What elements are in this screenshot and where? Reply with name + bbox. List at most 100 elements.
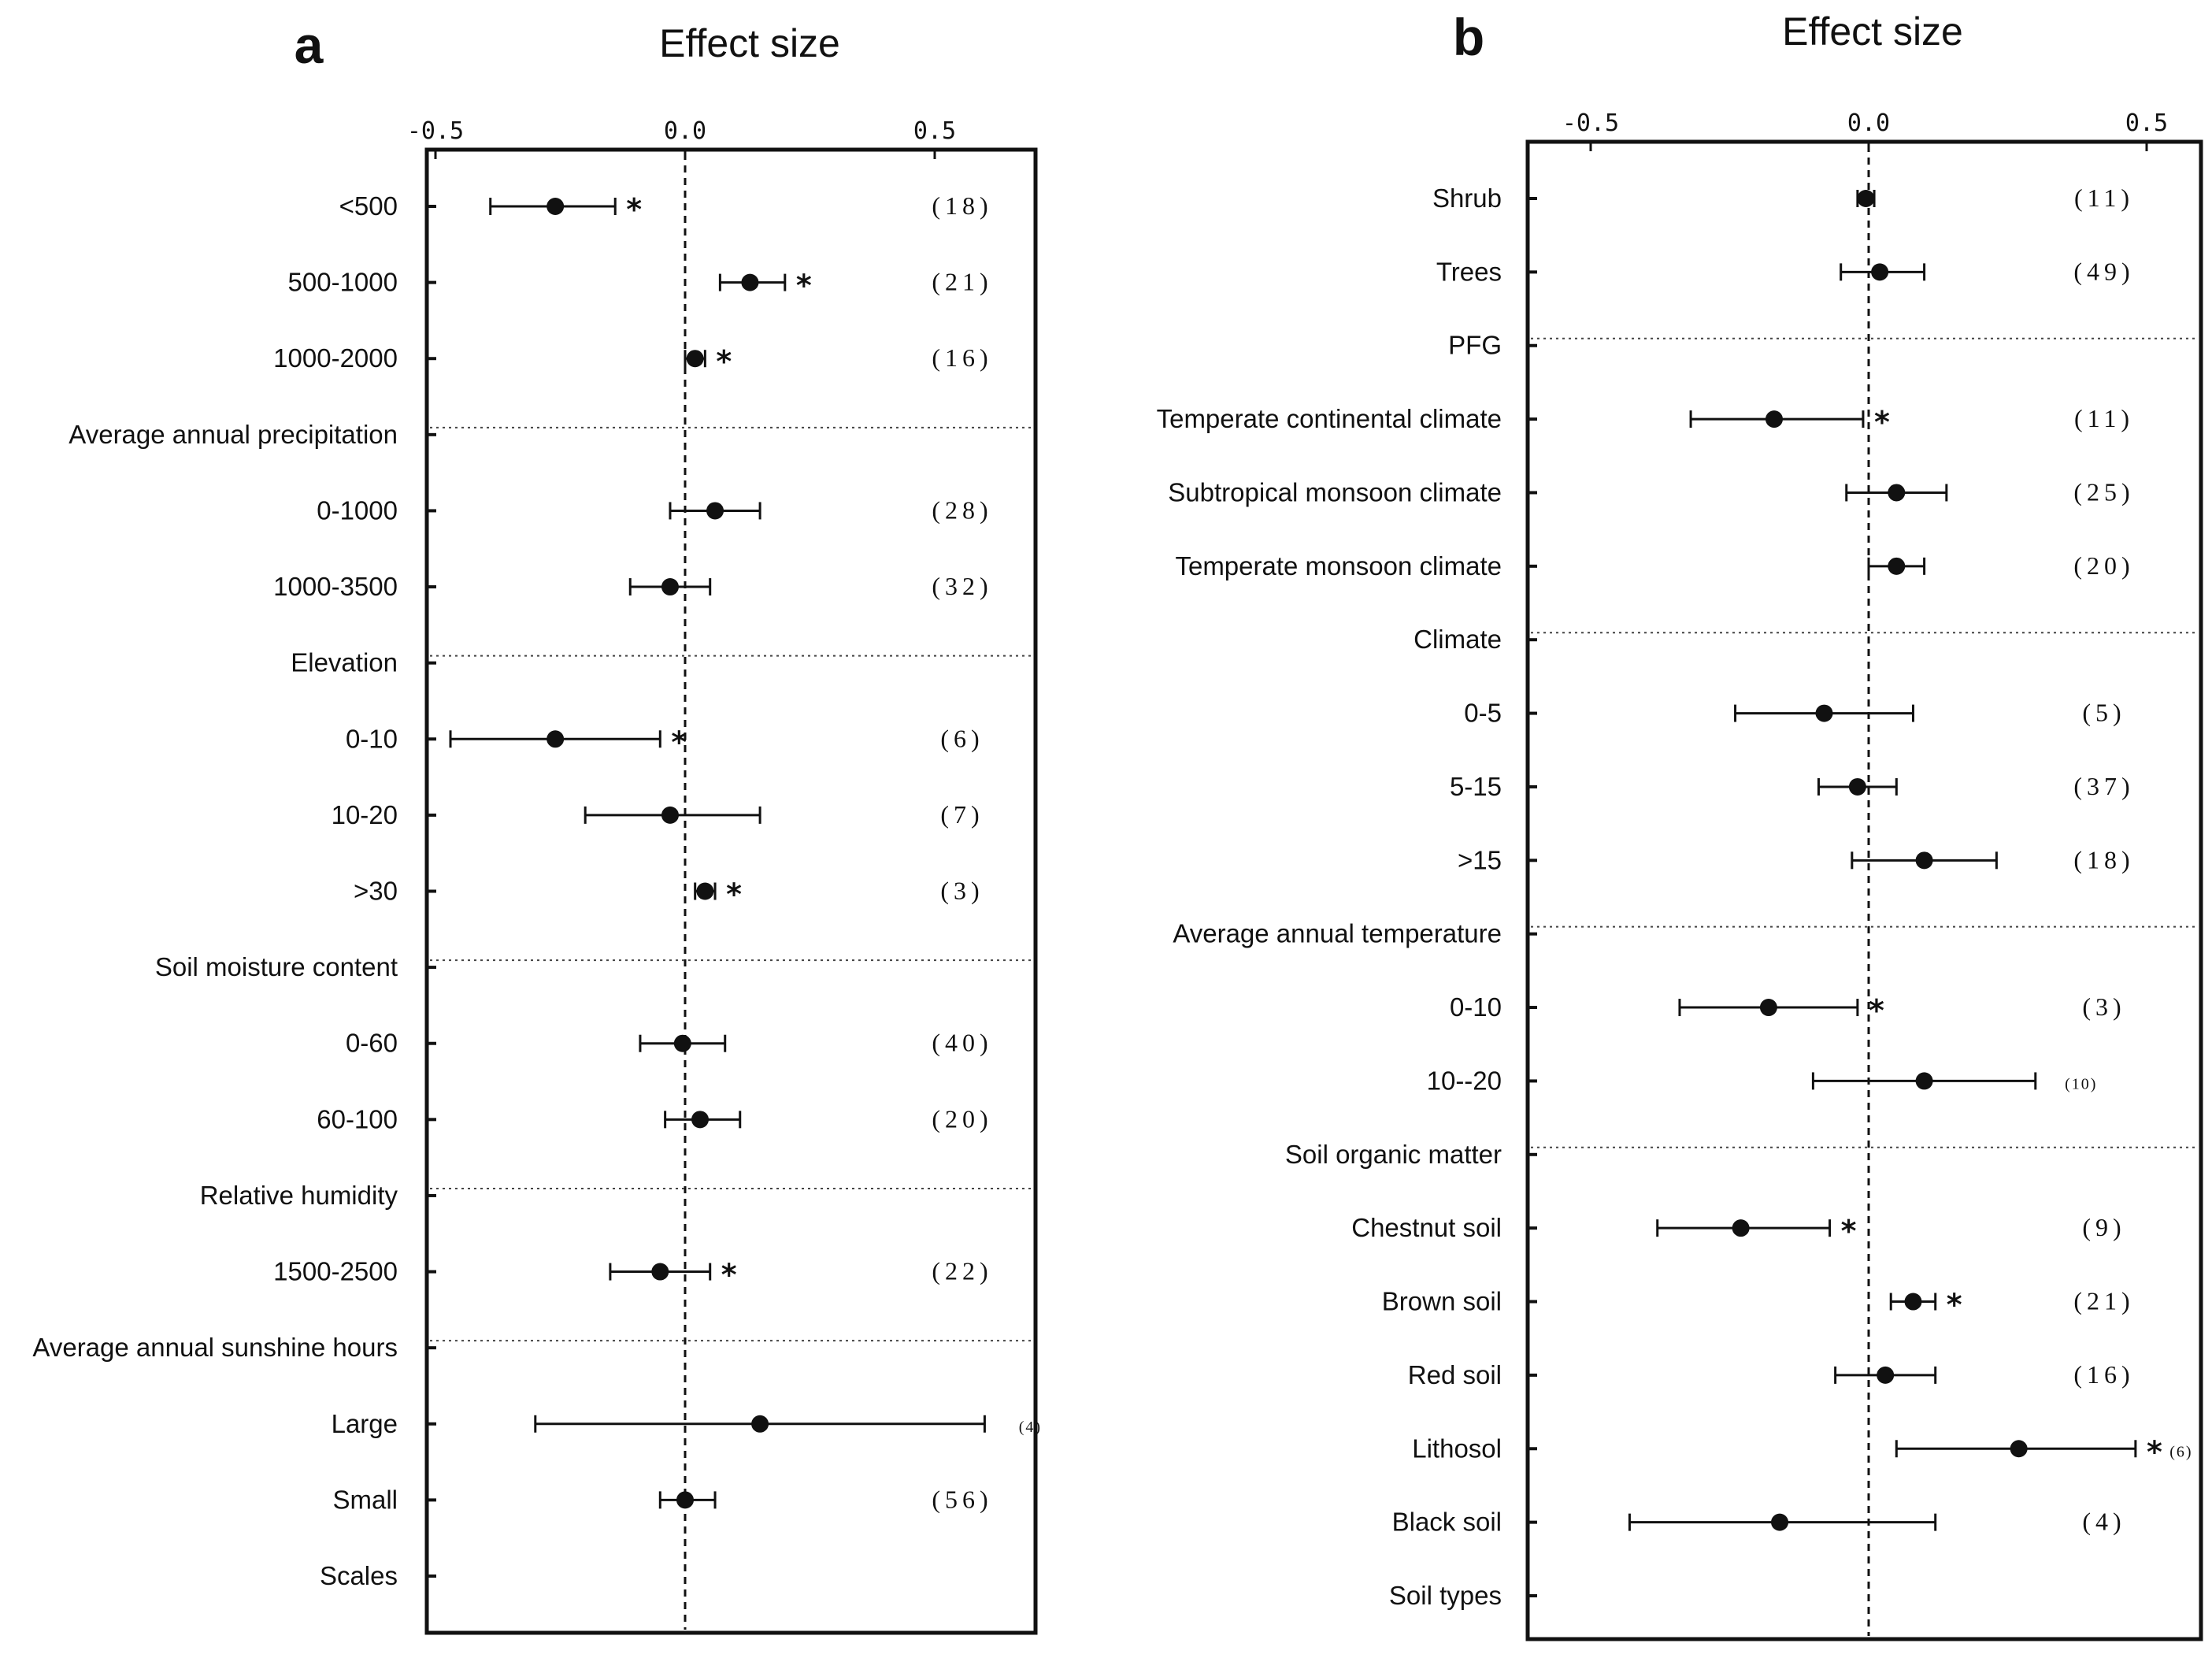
point-estimate-0-10 bbox=[547, 730, 565, 748]
sample-size-0-1000: (28) bbox=[932, 495, 992, 524]
row-label-5-15: 5-15 bbox=[1450, 772, 1502, 801]
sample-size-15: (18) bbox=[2073, 845, 2134, 874]
point-estimate-black-soil bbox=[1771, 1513, 1789, 1531]
sample-size-5-15: (37) bbox=[2073, 772, 2134, 800]
sample-size-0-10: (3) bbox=[2082, 992, 2125, 1021]
point-estimate-0-60 bbox=[673, 1034, 691, 1052]
point-estimate-chestnut-soil bbox=[1732, 1219, 1750, 1237]
x-tick-label: 0.0 bbox=[664, 117, 706, 145]
point-estimate-red-soil bbox=[1877, 1366, 1895, 1384]
x-tick-label: 0.5 bbox=[913, 117, 956, 145]
sample-size-500: (18) bbox=[932, 191, 992, 220]
significance-star-0-10: * bbox=[671, 725, 687, 759]
point-estimate-10-20 bbox=[1915, 1072, 1933, 1090]
group-header-average-annual-sunshine-hours: Average annual sunshine hours bbox=[32, 1333, 398, 1362]
sample-size-1000-3500: (32) bbox=[932, 572, 992, 600]
point-estimate-0-1000 bbox=[706, 502, 724, 520]
x-tick-label: -0.5 bbox=[407, 117, 464, 145]
sample-size-brown-soil: (21) bbox=[2073, 1287, 2134, 1315]
point-estimate-0-5 bbox=[1815, 704, 1833, 722]
sample-size-0-5: (5) bbox=[2082, 699, 2125, 727]
point-estimate-lithosol bbox=[2010, 1440, 2028, 1458]
row-label-subtropical-monsoon-climate: Subtropical monsoon climate bbox=[1168, 477, 1502, 506]
row-label-brown-soil: Brown soil bbox=[1382, 1287, 1502, 1316]
sample-size-0-60: (40) bbox=[932, 1029, 992, 1057]
sample-size-small: (56) bbox=[932, 1485, 992, 1513]
significance-star-chestnut-soil: * bbox=[1841, 1214, 1857, 1248]
row-label-30: >30 bbox=[354, 877, 398, 906]
sample-size-chestnut-soil: (9) bbox=[2082, 1213, 2125, 1241]
row-label-lithosol: Lithosol bbox=[1412, 1434, 1502, 1463]
point-estimate-small bbox=[676, 1491, 694, 1509]
point-estimate-500 bbox=[547, 198, 565, 215]
row-label-1000-3500: 1000-3500 bbox=[273, 572, 398, 601]
sample-size-lithosol: (6) bbox=[2169, 1443, 2192, 1460]
significance-star-500-1000: * bbox=[796, 269, 812, 303]
point-estimate-1000-3500 bbox=[661, 578, 679, 596]
sample-size-60-100: (20) bbox=[932, 1104, 992, 1133]
sample-size-500-1000: (21) bbox=[932, 268, 992, 296]
row-label-small: Small bbox=[332, 1485, 398, 1514]
point-estimate-temperate-monsoon-climate bbox=[1888, 557, 1906, 575]
point-estimate-brown-soil bbox=[1904, 1293, 1922, 1311]
x-tick-label: 0.0 bbox=[1847, 109, 1890, 137]
row-label-0-10: 0-10 bbox=[346, 724, 398, 753]
significance-star-lithosol: * bbox=[2147, 1434, 2162, 1469]
row-label-60-100: 60-100 bbox=[317, 1104, 398, 1133]
sample-size-subtropical-monsoon-climate: (25) bbox=[2073, 477, 2134, 506]
chart-title: Effect size bbox=[1782, 9, 1963, 54]
sample-size-black-soil: (4) bbox=[2082, 1508, 2125, 1536]
point-estimate-5-15 bbox=[1848, 777, 1866, 796]
row-label-500: <500 bbox=[339, 191, 398, 221]
row-label-temperate-continental-climate: Temperate continental climate bbox=[1157, 404, 1502, 433]
group-header-pfg: PFG bbox=[1448, 331, 1502, 360]
row-label-10-20: 10--20 bbox=[1427, 1066, 1502, 1095]
significance-star-0-10: * bbox=[1869, 993, 1884, 1028]
row-label-500-1000: 500-1000 bbox=[288, 268, 398, 297]
group-header-soil-organic-matter: Soil organic matter bbox=[1285, 1140, 1502, 1169]
row-label-0-60: 0-60 bbox=[346, 1029, 398, 1058]
point-estimate-30 bbox=[696, 882, 714, 900]
row-label-chestnut-soil: Chestnut soil bbox=[1351, 1213, 1502, 1242]
significance-star-500: * bbox=[626, 192, 642, 227]
row-label-0-5: 0-5 bbox=[1464, 699, 1502, 728]
row-label-0-10: 0-10 bbox=[1450, 992, 1502, 1022]
row-label-0-1000: 0-1000 bbox=[317, 495, 398, 525]
panel-a: a Effect size -0.5 0.0 0.5 <500 * (18) 500-1000 *… bbox=[32, 16, 1040, 1635]
point-estimate-trees bbox=[1871, 263, 1889, 281]
row-label-10-20: 10-20 bbox=[332, 800, 398, 829]
sample-size-shrub: (11) bbox=[2074, 184, 2134, 212]
group-header-average-annual-temperature: Average annual temperature bbox=[1173, 919, 1502, 948]
significance-star-30: * bbox=[726, 877, 742, 912]
plot-frame bbox=[1525, 139, 2203, 1641]
point-estimate-15 bbox=[1915, 851, 1933, 870]
row-label-shrub: Shrub bbox=[1432, 184, 1502, 213]
row-label-red-soil: Red soil bbox=[1408, 1360, 1502, 1389]
sample-size-0-10: (6) bbox=[940, 724, 984, 752]
point-estimate-subtropical-monsoon-climate bbox=[1888, 484, 1906, 502]
group-header-average-annual-precipitation: Average annual precipitation bbox=[69, 420, 398, 449]
sample-size-1000-2000: (16) bbox=[932, 343, 992, 372]
sample-size-trees: (49) bbox=[2073, 257, 2134, 285]
chart-title: Effect size bbox=[659, 21, 840, 65]
point-estimate-large bbox=[751, 1415, 769, 1433]
point-estimate-temperate-continental-climate bbox=[1765, 410, 1783, 428]
point-estimate-60-100 bbox=[691, 1111, 710, 1129]
significance-star-1000-2000: * bbox=[716, 344, 732, 379]
significance-star-1500-2500: * bbox=[721, 1258, 737, 1293]
point-estimate-10-20 bbox=[661, 806, 679, 824]
row-label-black-soil: Black soil bbox=[1392, 1508, 1502, 1537]
sample-size-1500-2500: (22) bbox=[932, 1257, 992, 1285]
sample-size-temperate-monsoon-climate: (20) bbox=[2073, 551, 2134, 580]
point-estimate-0-10 bbox=[1759, 999, 1777, 1017]
group-header-soil-moisture-content: Soil moisture content bbox=[155, 952, 398, 981]
sample-size-red-soil: (16) bbox=[2073, 1360, 2134, 1389]
point-estimate-shrub bbox=[1857, 190, 1875, 207]
row-label-15: >15 bbox=[1458, 845, 1502, 874]
group-header-relative-humidity: Relative humidity bbox=[200, 1181, 398, 1210]
sample-size-10-20: (10) bbox=[2065, 1075, 2097, 1092]
group-header-elevation: Elevation bbox=[291, 648, 398, 677]
point-estimate-1000-2000 bbox=[686, 350, 704, 368]
